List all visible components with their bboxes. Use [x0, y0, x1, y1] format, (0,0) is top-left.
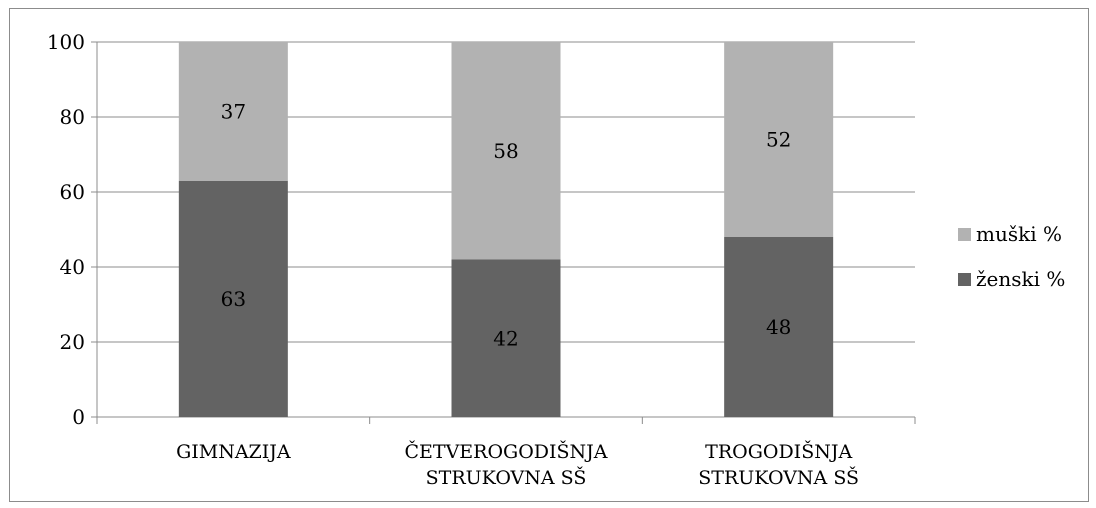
data-label: 52 — [766, 128, 791, 152]
y-tick-label: 60 — [60, 180, 85, 204]
data-label: 58 — [493, 139, 518, 163]
y-tick-label: 20 — [60, 330, 85, 354]
bar-segment — [178, 180, 288, 417]
x-tick-label: GIMNAZIJA — [176, 441, 291, 463]
y-tick-label: 0 — [72, 405, 85, 429]
bar-segment — [451, 42, 561, 260]
y-tick-label: 100 — [47, 30, 85, 54]
x-tick-label: ČETVEROGODIŠNJA — [404, 440, 607, 463]
x-tick-label: STRUKOVNA SŠ — [698, 466, 859, 489]
x-tick-label: TROGODIŠNJA — [705, 440, 852, 463]
data-label: 48 — [766, 315, 791, 339]
y-tick-label: 40 — [60, 255, 85, 279]
bar-segment — [724, 42, 834, 237]
data-label: 37 — [221, 99, 246, 123]
legend-label: ženski % — [976, 267, 1065, 291]
x-tick-label: STRUKOVNA SŠ — [426, 466, 587, 489]
bar-segment — [178, 42, 288, 181]
bar-segment — [724, 237, 834, 417]
data-label: 42 — [493, 326, 518, 350]
legend-swatch — [958, 228, 971, 241]
y-tick-label: 80 — [60, 105, 85, 129]
bar-segment — [451, 259, 561, 417]
legend-label: muški % — [976, 222, 1062, 246]
legend-swatch — [958, 273, 971, 286]
data-label: 63 — [221, 287, 246, 311]
